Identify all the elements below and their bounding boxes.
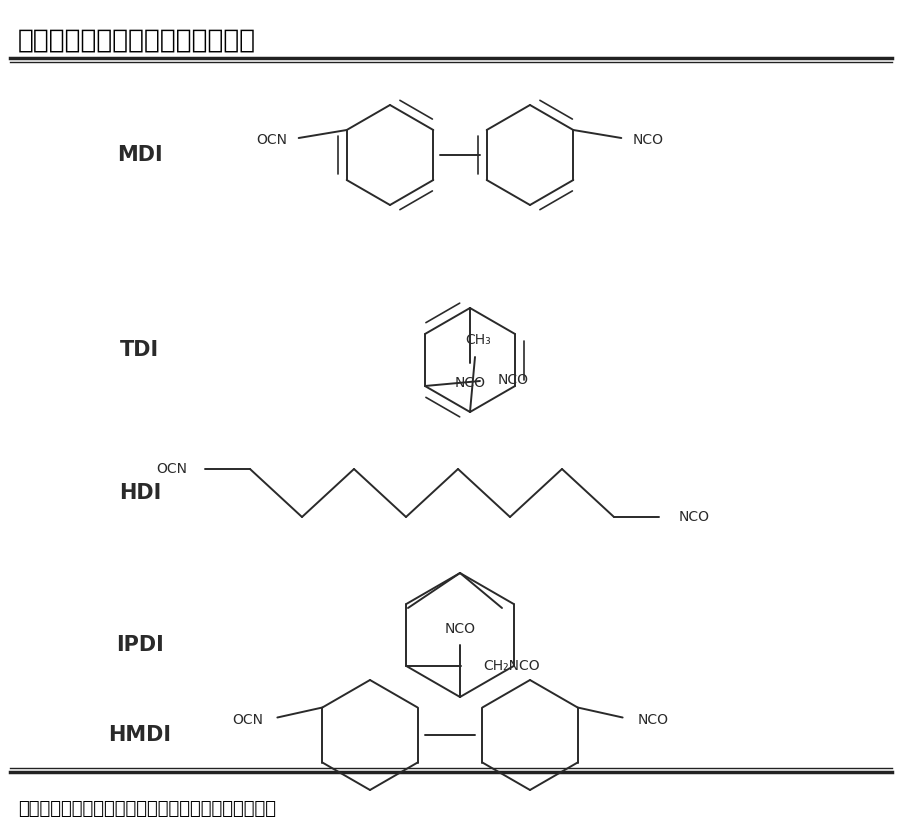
Text: HDI: HDI (119, 483, 161, 503)
Text: OCN: OCN (256, 133, 287, 147)
Text: TDI: TDI (120, 340, 160, 360)
Text: 图表：异氰酸酯主要产品的结构式: 图表：异氰酸酯主要产品的结构式 (18, 28, 256, 54)
Text: NCO: NCO (678, 510, 710, 524)
Text: HMDI: HMDI (108, 725, 171, 745)
Text: OCN: OCN (232, 712, 262, 726)
Text: NCO: NCO (633, 133, 664, 147)
Text: MDI: MDI (117, 145, 162, 165)
Text: CH₃: CH₃ (465, 333, 491, 347)
Text: CH₂NCO: CH₂NCO (483, 659, 539, 673)
Text: NCO: NCO (498, 373, 529, 387)
Text: NCO: NCO (445, 622, 475, 636)
Text: IPDI: IPDI (116, 635, 163, 655)
Text: NCO: NCO (637, 712, 668, 726)
Text: 资料来源：化学试剂定制合成网，国海证券研究所整理: 资料来源：化学试剂定制合成网，国海证券研究所整理 (18, 800, 276, 818)
Text: NCO: NCO (455, 376, 485, 390)
Text: OCN: OCN (157, 462, 188, 476)
